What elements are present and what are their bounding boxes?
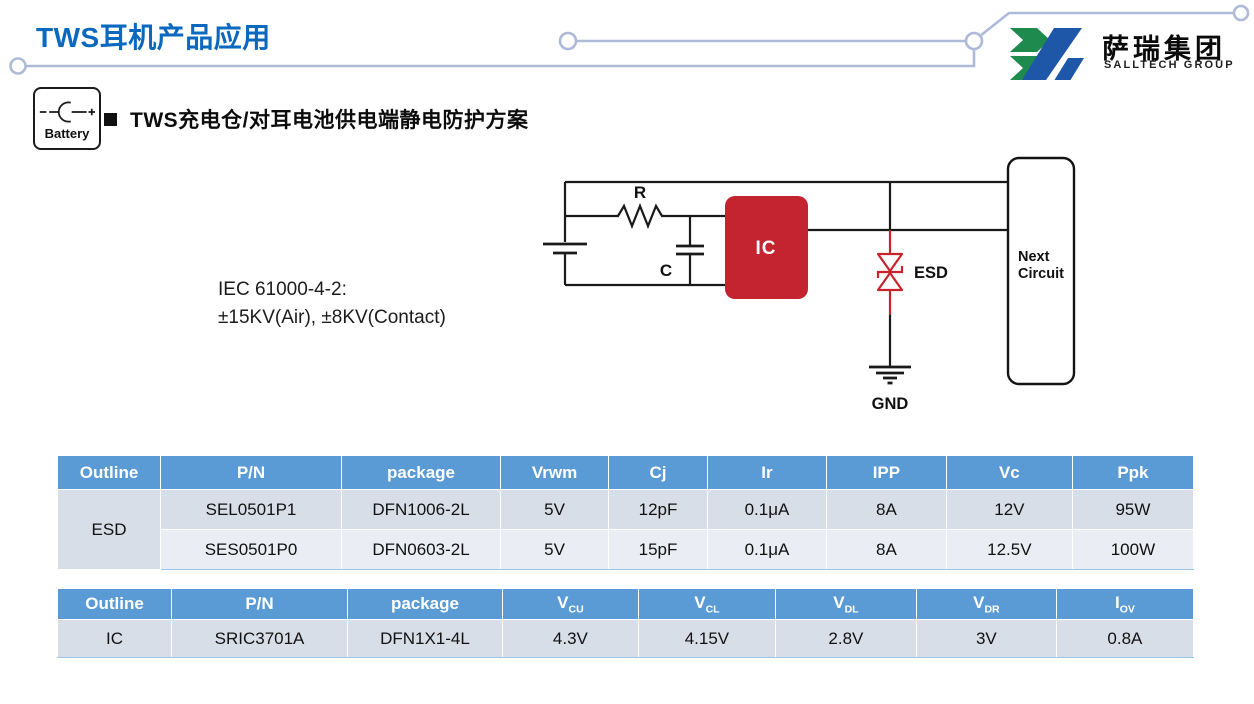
table-cell: 4.3V	[501, 619, 639, 658]
table-cell: 12V	[945, 489, 1073, 530]
column-header: VCL	[637, 588, 776, 620]
circuit-diagram: R C IC ESD GN	[543, 156, 1076, 413]
next-circuit-label-line1: Next	[1018, 249, 1050, 265]
column-header: Ir	[706, 455, 827, 490]
table-cell: 0.1μA	[706, 529, 827, 570]
table-cell: SRIC3701A	[171, 619, 348, 658]
column-header: Ppk	[1071, 455, 1195, 490]
page-title: TWS耳机产品应用	[36, 22, 271, 53]
battery-badge-label: Battery	[44, 125, 90, 141]
column-header: package	[347, 588, 503, 620]
column-header: VDL	[774, 588, 917, 620]
table-cell: 100W	[1071, 529, 1195, 570]
table-cell: 12pF	[608, 489, 708, 530]
table-cell: 95W	[1071, 489, 1195, 530]
table-row: ESD SEL0501P1 DFN1006-2L 5V 12pF 0.1μA 8A 12V 95…	[56, 489, 1195, 570]
company-logo: 萨瑞集团 SALLTECH GROUP	[1010, 26, 1248, 86]
table-cell: 4.15V	[637, 619, 776, 658]
ic-spec-table: Outline P/N package VCU VCL VDL VDR IOV IC SRIC3…	[56, 588, 1195, 658]
table-cell: 15pF	[608, 529, 708, 570]
column-header: Vrwm	[500, 455, 610, 490]
logo-mark-icon	[1010, 28, 1084, 80]
table-cell: 5V	[500, 529, 610, 570]
iec-note: IEC 61000-4-2: ±15KV(Air), ±8KV(Contact)	[218, 276, 446, 332]
table-cell: 3V	[915, 619, 1057, 658]
column-header: VCU	[501, 588, 639, 620]
resistor-label: R	[634, 183, 646, 202]
column-header: VDR	[915, 588, 1057, 620]
table-cell: 0.1μA	[706, 489, 827, 530]
table-cell: DFN1006-2L	[340, 489, 502, 530]
next-circuit-label-line2: Circuit	[1018, 266, 1064, 282]
esd-tvs-diode	[876, 230, 904, 315]
gnd-label: GND	[872, 395, 909, 413]
column-header: Vc	[945, 455, 1073, 490]
table-cell: IC	[56, 619, 173, 658]
table-cell: 0.8A	[1055, 619, 1195, 658]
table-header-row: Outline P/N package VCU VCL VDL VDR IOV	[56, 588, 1195, 620]
capacitor-symbol	[676, 216, 704, 285]
column-header: Cj	[608, 455, 708, 490]
table-cell: 2.8V	[774, 619, 917, 658]
resistor-symbol	[565, 203, 726, 229]
battery-badge: Battery	[33, 87, 101, 150]
column-header: IPP	[825, 455, 947, 490]
table-cell: SEL0501P1	[160, 489, 342, 530]
table-cell: SES0501P0	[160, 529, 342, 570]
table-cell: 12.5V	[945, 529, 1073, 570]
table-row: IC SRIC3701A DFN1X1-4L 4.3V 4.15V 2.8V 3V 0.8A	[56, 619, 1195, 658]
table-cell: DFN0603-2L	[340, 529, 502, 570]
esd-spec-table: Outline P/N package Vrwm Cj Ir IPP Vc Ppk ESD SEL…	[56, 455, 1195, 570]
iec-note-line1: IEC 61000-4-2:	[218, 279, 347, 300]
table-header-row: Outline P/N package Vrwm Cj Ir IPP Vc Ppk	[56, 455, 1195, 490]
column-header: Outline	[56, 588, 173, 620]
column-header: P/N	[171, 588, 348, 620]
ground-symbol	[869, 365, 911, 385]
column-header: P/N	[160, 455, 342, 490]
column-header: Outline	[56, 455, 162, 490]
battery-cell-symbol	[543, 242, 587, 255]
ic-label: IC	[756, 238, 777, 259]
column-header: IOV	[1055, 588, 1195, 620]
esd-label: ESD	[914, 264, 948, 282]
capacitor-label: C	[660, 261, 672, 280]
bullet-square	[104, 112, 117, 126]
column-header: package	[340, 455, 502, 490]
next-circuit-box	[1006, 156, 1076, 386]
iec-note-line2: ±15KV(Air), ±8KV(Contact)	[218, 307, 446, 328]
table-cell: 5V	[500, 489, 610, 530]
table-cell: 8A	[825, 489, 947, 530]
ic-block	[725, 196, 808, 299]
company-name-en: SALLTECH GROUP	[1104, 59, 1235, 71]
circuit-trace-decoration	[9, 4, 1250, 75]
table-cell: 8A	[825, 529, 947, 570]
battery-symbol-icon	[39, 100, 96, 123]
table-row: SES0501P0 DFN0603-2L 5V 15pF 0.1μA 8A 12.5V 100…	[58, 529, 1195, 570]
outline-merged-cell: ESD	[56, 489, 162, 570]
table-cell: DFN1X1-4L	[347, 619, 503, 658]
company-name-cn: 萨瑞集团	[1102, 34, 1226, 64]
section-heading-text: TWS充电仓/对耳电池供电端静电防护方案	[130, 109, 529, 132]
section-heading: TWS充电仓/对耳电池供电端静电防护方案	[104, 104, 529, 134]
